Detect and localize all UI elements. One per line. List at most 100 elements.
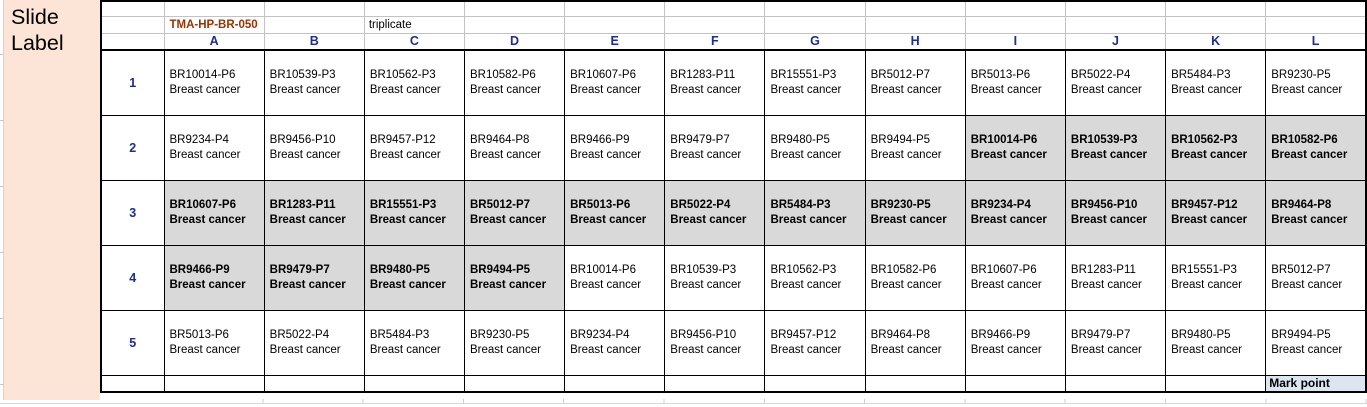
- core-cell[interactable]: BR9230-P5 Breast cancer: [463, 309, 566, 376]
- column-header[interactable]: D: [463, 32, 566, 51]
- blank-cell[interactable]: [964, 374, 1066, 393]
- blank-cell[interactable]: [263, 374, 365, 393]
- mark-point-cell[interactable]: Mark point: [1265, 374, 1367, 393]
- core-cell[interactable]: BR9230-P5 Breast cancer: [864, 179, 966, 246]
- column-header[interactable]: C: [363, 32, 465, 51]
- blank-cell[interactable]: [664, 15, 766, 34]
- blank-cell[interactable]: [764, 15, 866, 34]
- core-cell[interactable]: BR9456-P10 Breast cancer: [263, 114, 365, 181]
- core-cell[interactable]: BR5013-P6 Breast cancer: [163, 309, 265, 376]
- slide-label-cell[interactable]: Slide Label: [4, 0, 100, 400]
- row-number[interactable]: 5: [100, 309, 165, 376]
- column-header[interactable]: I: [964, 32, 1066, 51]
- blank-cell[interactable]: [100, 15, 165, 34]
- blank-cell[interactable]: [1165, 0, 1267, 17]
- row-number[interactable]: 2: [100, 114, 165, 181]
- core-cell[interactable]: BR10539-P3 Breast cancer: [263, 49, 365, 116]
- blank-cell[interactable]: [1064, 15, 1167, 34]
- blank-cell[interactable]: [564, 15, 666, 34]
- core-cell[interactable]: BR10607-P6 Breast cancer: [964, 244, 1066, 311]
- core-cell[interactable]: BR10014-P6 Breast cancer: [964, 114, 1066, 181]
- column-header[interactable]: L: [1265, 32, 1367, 51]
- core-cell[interactable]: BR5022-P4 Breast cancer: [263, 309, 365, 376]
- column-header[interactable]: H: [864, 32, 966, 51]
- core-cell[interactable]: BR1283-P11 Breast cancer: [1064, 244, 1167, 311]
- blank-cell[interactable]: [764, 374, 866, 393]
- core-cell[interactable]: BR5484-P3 Breast cancer: [363, 309, 465, 376]
- core-cell[interactable]: BR9494-P5 Breast cancer: [1265, 309, 1367, 376]
- core-cell[interactable]: BR9457-P12 Breast cancer: [363, 114, 465, 181]
- core-cell[interactable]: BR9464-P8 Breast cancer: [1265, 179, 1367, 246]
- core-cell[interactable]: BR9480-P5 Breast cancer: [1165, 309, 1267, 376]
- core-cell[interactable]: BR9466-P9 Breast cancer: [964, 309, 1066, 376]
- core-cell[interactable]: BR10539-P3 Breast cancer: [1064, 114, 1167, 181]
- core-cell[interactable]: BR5022-P4 Breast cancer: [1064, 49, 1167, 116]
- core-cell[interactable]: BR9456-P10 Breast cancer: [664, 309, 766, 376]
- column-header[interactable]: E: [564, 32, 666, 51]
- core-cell[interactable]: BR9479-P7 Breast cancer: [664, 114, 766, 181]
- core-cell[interactable]: BR10582-P6 Breast cancer: [1265, 114, 1367, 181]
- core-cell[interactable]: BR10562-P3 Breast cancer: [764, 244, 866, 311]
- core-cell[interactable]: BR9494-P5 Breast cancer: [463, 244, 566, 311]
- core-cell[interactable]: BR5013-P6 Breast cancer: [964, 49, 1066, 116]
- core-cell[interactable]: BR10539-P3 Breast cancer: [664, 244, 766, 311]
- core-cell[interactable]: BR5012-P7 Breast cancer: [864, 49, 966, 116]
- blank-cell[interactable]: [263, 0, 365, 17]
- core-cell[interactable]: BR9456-P10 Breast cancer: [1064, 179, 1167, 246]
- core-cell[interactable]: BR5013-P6 Breast cancer: [564, 179, 666, 246]
- core-cell[interactable]: BR9466-P9 Breast cancer: [163, 244, 265, 311]
- core-cell[interactable]: BR5012-P7 Breast cancer: [463, 179, 566, 246]
- blank-cell[interactable]: [1064, 374, 1167, 393]
- core-cell[interactable]: BR5012-P7 Breast cancer: [1265, 244, 1367, 311]
- core-cell[interactable]: BR9466-P9 Breast cancer: [564, 114, 666, 181]
- blank-cell[interactable]: [864, 0, 966, 17]
- column-header[interactable]: A: [163, 32, 265, 51]
- blank-cell[interactable]: [363, 374, 465, 393]
- core-cell[interactable]: BR10014-P6 Breast cancer: [163, 49, 265, 116]
- blank-cell[interactable]: [1165, 15, 1267, 34]
- core-cell[interactable]: BR9464-P8 Breast cancer: [864, 309, 966, 376]
- core-cell[interactable]: BR9230-P5 Breast cancer: [1265, 49, 1367, 116]
- blank-cell[interactable]: [163, 374, 265, 393]
- row-number[interactable]: 4: [100, 244, 165, 311]
- blank-cell[interactable]: [163, 0, 265, 17]
- blank-cell[interactable]: [964, 0, 1066, 17]
- column-header[interactable]: K: [1165, 32, 1267, 51]
- column-header[interactable]: J: [1064, 32, 1167, 51]
- core-cell[interactable]: BR5484-P3 Breast cancer: [1165, 49, 1267, 116]
- column-header[interactable]: G: [764, 32, 866, 51]
- core-cell[interactable]: BR10607-P6 Breast cancer: [564, 49, 666, 116]
- core-cell[interactable]: BR9234-P4 Breast cancer: [163, 114, 265, 181]
- core-cell[interactable]: BR1283-P11 Breast cancer: [664, 49, 766, 116]
- core-cell[interactable]: BR9234-P4 Breast cancer: [964, 179, 1066, 246]
- blank-cell[interactable]: [363, 0, 465, 17]
- core-cell[interactable]: BR9479-P7 Breast cancer: [263, 244, 365, 311]
- blank-cell[interactable]: [864, 15, 966, 34]
- core-cell[interactable]: BR10582-P6 Breast cancer: [463, 49, 566, 116]
- blank-cell[interactable]: [100, 374, 165, 393]
- row-number[interactable]: 3: [100, 179, 165, 246]
- blank-cell[interactable]: [664, 374, 766, 393]
- core-cell[interactable]: BR9457-P12 Breast cancer: [1165, 179, 1267, 246]
- blank-cell[interactable]: [964, 15, 1066, 34]
- column-header[interactable]: B: [263, 32, 365, 51]
- core-cell[interactable]: BR10562-P3 Breast cancer: [1165, 114, 1267, 181]
- core-cell[interactable]: BR15551-P3 Breast cancer: [363, 179, 465, 246]
- blank-cell[interactable]: [1265, 0, 1367, 17]
- core-cell[interactable]: BR10562-P3 Breast cancer: [363, 49, 465, 116]
- blank-cell[interactable]: [864, 374, 966, 393]
- core-cell[interactable]: BR10014-P6 Breast cancer: [564, 244, 666, 311]
- blank-cell[interactable]: [1064, 0, 1167, 17]
- core-cell[interactable]: BR9480-P5 Breast cancer: [363, 244, 465, 311]
- core-cell[interactable]: BR15551-P3 Breast cancer: [764, 49, 866, 116]
- core-cell[interactable]: BR15551-P3 Breast cancer: [1165, 244, 1267, 311]
- slide-id-cell[interactable]: TMA-HP-BR-050: [163, 15, 265, 34]
- row-number[interactable]: 1: [100, 49, 165, 116]
- core-cell[interactable]: BR9464-P8 Breast cancer: [463, 114, 566, 181]
- blank-cell[interactable]: [463, 374, 566, 393]
- blank-cell[interactable]: [764, 0, 866, 17]
- core-cell[interactable]: BR10607-P6 Breast cancer: [163, 179, 265, 246]
- column-header[interactable]: F: [664, 32, 766, 51]
- core-cell[interactable]: BR1283-P11 Breast cancer: [263, 179, 365, 246]
- blank-cell[interactable]: [564, 374, 666, 393]
